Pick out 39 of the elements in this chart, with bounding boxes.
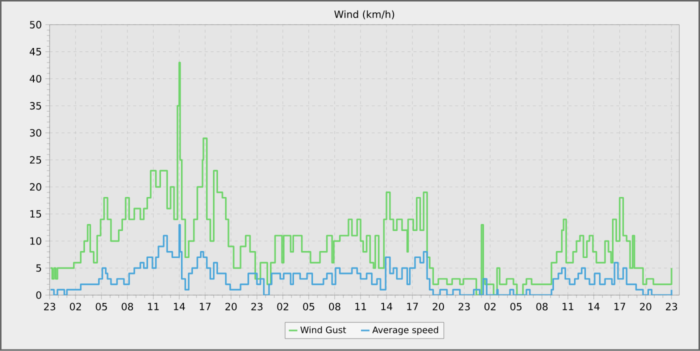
x-tick-label: 02: [277, 302, 288, 311]
x-tick-label: 17: [614, 302, 626, 310]
x-tick-label: 14: [174, 302, 185, 310]
y-tick-label: 10: [30, 237, 42, 245]
x-tick-label: 11: [355, 302, 366, 310]
y-tick-label: 35: [30, 102, 42, 110]
y-tick-label: 40: [30, 75, 42, 83]
x-tick-label: 20: [432, 302, 444, 311]
x-tick-label: 20: [225, 302, 237, 311]
x-tick-label: 17: [200, 302, 211, 310]
y-tick-label: 20: [30, 183, 42, 191]
x-tick-label: 23: [44, 302, 56, 311]
x-tick-label: 08: [122, 302, 134, 311]
x-tick-label: 08: [329, 302, 340, 311]
x-tick-label: 08: [536, 302, 548, 311]
x-tick-label: 14: [588, 302, 600, 310]
x-tick-label: 20: [640, 302, 652, 311]
y-tick-label: 30: [30, 129, 42, 137]
y-tick-label: 0: [36, 291, 42, 299]
x-tick-label: 02: [70, 302, 81, 311]
y-tick-label: 5: [36, 264, 42, 272]
x-tick-label: 05: [510, 302, 522, 311]
x-tick-label: 11: [148, 302, 159, 310]
y-tick-label: 50: [30, 21, 42, 29]
x-tick-label: 11: [562, 302, 574, 310]
x-tick-label: 05: [303, 302, 314, 311]
x-tick-label: 23: [458, 302, 470, 311]
x-tick-label: 17: [407, 302, 418, 310]
y-tick-label: 45: [30, 48, 42, 56]
x-tick-label: 02: [484, 302, 496, 311]
x-tick-label: 23: [666, 302, 678, 311]
legend-label: Average speed: [372, 326, 438, 336]
x-tick-label: 23: [251, 302, 262, 311]
x-tick-label: 14: [381, 302, 392, 310]
legend-label: Wind Gust: [300, 326, 346, 334]
y-tick-label: 15: [30, 210, 42, 218]
y-tick-label: 25: [30, 156, 42, 164]
chart-title: Wind (km/h): [334, 10, 394, 20]
x-tick-label: 05: [96, 302, 107, 311]
